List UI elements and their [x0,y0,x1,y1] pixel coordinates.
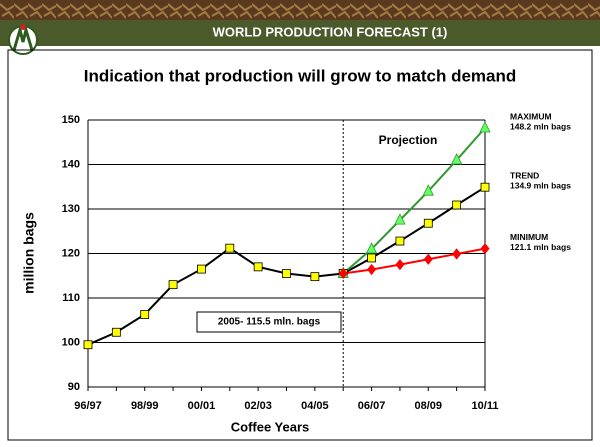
header-title: WORLD PRODUCTION FORECAST (1) [213,24,448,39]
slide-frame [7,49,593,441]
x-tick-label: 10/11 [472,400,499,412]
marker [83,340,93,350]
marker [253,262,263,272]
header-band [0,20,600,46]
marker [111,327,121,337]
annotation-box [196,311,342,333]
x-axis-label: Coffee Years [231,419,310,434]
marker [338,267,348,280]
marker [480,182,490,192]
y-tick-label: 100 [62,336,80,348]
marker [452,248,462,260]
marker [168,280,178,290]
marker [395,236,405,246]
header-texture [0,0,600,20]
y-tick-label: 120 [62,247,80,259]
y-tick-label: 110 [62,292,80,304]
x-tick-label: 04/05 [301,400,329,412]
series-line [342,186,486,275]
marker [367,263,377,276]
marker [394,213,406,225]
value-label: 148.2 mln bags [510,121,571,131]
series-label: MINIMUM [510,232,548,242]
marker [422,184,434,196]
x-tick-label: 98/99 [131,400,159,412]
series-label: TREND [510,170,539,180]
annotation: Projection [379,133,438,147]
y-tick-label: 90 [68,381,80,393]
marker [395,258,405,271]
x-tick-label: 96/97 [74,400,102,412]
marker [310,272,320,282]
series-line [343,247,486,275]
marker [282,269,291,278]
y-axis-label: million bags [21,212,37,294]
marker [480,242,490,255]
marker [140,310,150,319]
chart-title: Indication that production will grow to … [84,66,517,85]
annotation: 2005- 115.5 mln. bags [218,317,321,328]
y-tick-label: 130 [62,203,80,215]
marker [367,253,376,263]
marker [452,200,462,210]
logo [8,24,38,55]
value-label: 121.1 mln bags [510,242,571,252]
marker [450,153,463,165]
x-tick-label: 02/03 [244,400,272,412]
marker [479,121,491,133]
x-tick-label: 00/01 [188,400,216,412]
value-label: 134.9 mln bags [510,180,571,190]
y-tick-label: 140 [62,158,80,170]
marker [423,253,433,265]
marker [365,242,378,254]
marker [225,243,235,253]
x-tick-label: 08/09 [415,400,443,412]
y-tick-label: 150 [62,114,80,126]
marker [423,218,433,228]
marker [197,264,206,274]
series-line [87,246,344,346]
plot: 90 100 110 120 130 140 150 96/97 98/99 00/01 02/03… [62,111,572,412]
x-tick-label: 06/07 [358,400,386,412]
series-label: MAXIMUM [510,111,552,121]
